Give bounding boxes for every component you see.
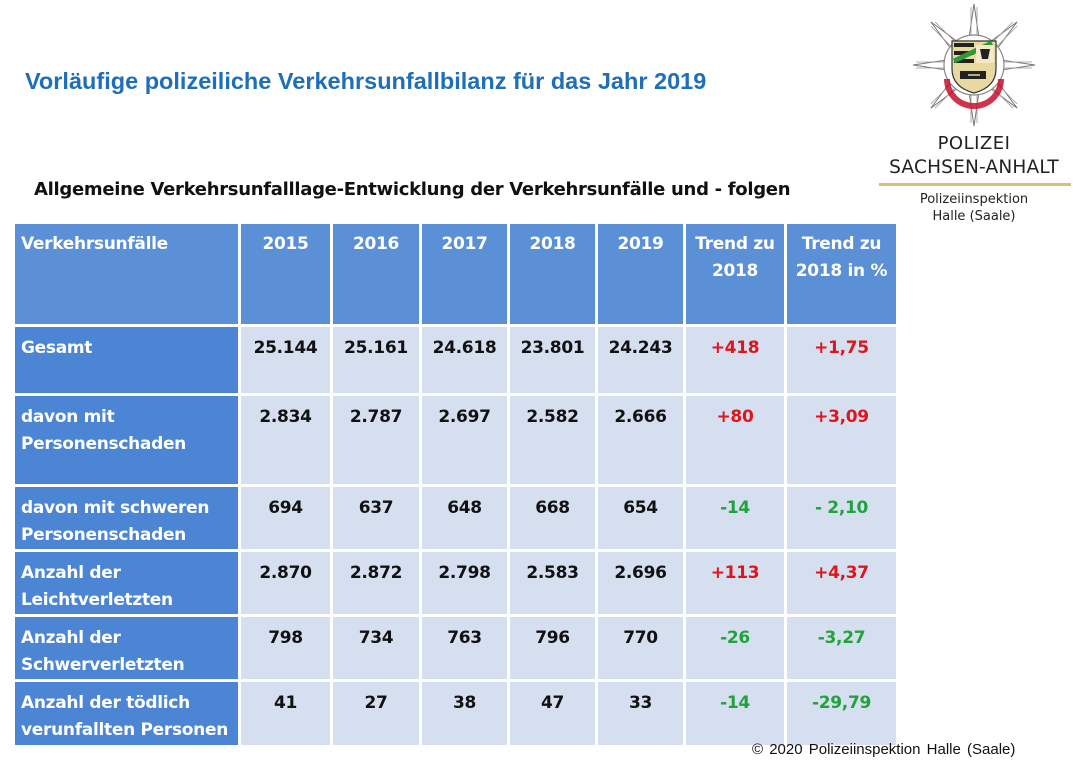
statistics-table: Verkehrsunfälle 2015 2016 2017 2018 2019… (12, 221, 899, 748)
cell-2017: 2.697 (419, 393, 510, 487)
cell-trend: -14 (683, 484, 787, 552)
copyright-footer: © 2020 Polizeiinspektion Halle (Saale) (752, 741, 1016, 758)
cell-trend-pct: -29,79 (784, 679, 899, 748)
row-label: davon mit schweren Personenschaden (12, 484, 241, 552)
cell-2017: 648 (419, 484, 510, 552)
police-star-badge-icon (912, 3, 1036, 127)
cell-2015: 798 (238, 614, 333, 682)
cell-2015: 694 (238, 484, 333, 552)
cell-2016: 734 (330, 614, 422, 682)
police-logo: POLIZEI SACHSEN-ANHALT Polizeiinspektion… (875, 0, 1073, 232)
row-label: davon mit Personenschaden (12, 393, 241, 487)
cell-trend-pct: +4,37 (784, 549, 899, 617)
header-cell-2015: 2015 (238, 221, 333, 327)
logo-line-polizei: POLIZEI (937, 133, 1011, 154)
table-row: Anzahl der Schwerverletzten 798 734 763 … (12, 614, 899, 682)
cell-2019: 2.696 (595, 549, 686, 617)
table-header-row: Verkehrsunfälle 2015 2016 2017 2018 2019… (12, 221, 899, 327)
cell-2018: 2.583 (507, 549, 598, 617)
cell-trend-pct: +3,09 (784, 393, 899, 487)
cell-trend: +418 (683, 324, 787, 396)
table-row: davon mit schweren Personenschaden 694 6… (12, 484, 899, 552)
header-cell-2018: 2018 (507, 221, 598, 327)
header-cell-2016: 2016 (330, 221, 422, 327)
header-cell-2017: 2017 (419, 221, 510, 327)
cell-trend-pct: +1,75 (784, 324, 899, 396)
cell-2018: 668 (507, 484, 598, 552)
logo-line-state: SACHSEN-ANHALT (889, 157, 1059, 178)
cell-2018: 47 (507, 679, 598, 748)
row-label: Anzahl der Schwerverletzten (12, 614, 241, 682)
cell-2017: 763 (419, 614, 510, 682)
cell-2019: 2.666 (595, 393, 686, 487)
row-label: Anzahl der Leichtverletzten (12, 549, 241, 617)
cell-2015: 2.870 (238, 549, 333, 617)
cell-2018: 2.582 (507, 393, 598, 487)
cell-2016: 637 (330, 484, 422, 552)
table-row: Gesamt 25.144 25.161 24.618 23.801 24.24… (12, 324, 899, 396)
cell-2016: 25.161 (330, 324, 422, 396)
row-label: Gesamt (12, 324, 241, 396)
cell-2016: 2.787 (330, 393, 422, 487)
cell-2016: 27 (330, 679, 422, 748)
row-label: Anzahl der tödlich verunfallten Personen (12, 679, 241, 748)
cell-2019: 33 (595, 679, 686, 748)
cell-2018: 23.801 (507, 324, 598, 396)
cell-2017: 38 (419, 679, 510, 748)
cell-trend: +113 (683, 549, 787, 617)
cell-2017: 24.618 (419, 324, 510, 396)
logo-divider (879, 183, 1071, 186)
logo-line-city: Halle (Saale) (932, 209, 1016, 224)
cell-2016: 2.872 (330, 549, 422, 617)
cell-2015: 25.144 (238, 324, 333, 396)
cell-2019: 654 (595, 484, 686, 552)
cell-trend-pct: - 2,10 (784, 484, 899, 552)
table-row: davon mit Personenschaden 2.834 2.787 2.… (12, 393, 899, 487)
page-title: Vorläufige polizeiliche Verkehrsunfallbi… (25, 68, 707, 94)
table-row: Anzahl der tödlich verunfallten Personen… (12, 679, 899, 748)
cell-trend-pct: -3,27 (784, 614, 899, 682)
cell-2017: 2.798 (419, 549, 510, 617)
cell-2015: 41 (238, 679, 333, 748)
cell-trend: -14 (683, 679, 787, 748)
logo-line-inspektion: Polizeiinspektion (919, 192, 1029, 207)
cell-2019: 770 (595, 614, 686, 682)
cell-trend: -26 (683, 614, 787, 682)
table-subtitle: Allgemeine Verkehrsunfalllage-Entwicklun… (34, 179, 791, 200)
cell-2015: 2.834 (238, 393, 333, 487)
cell-2019: 24.243 (595, 324, 686, 396)
cell-2018: 796 (507, 614, 598, 682)
header-cell-category: Verkehrsunfälle (12, 221, 241, 327)
cell-trend: +80 (683, 393, 787, 487)
table-row: Anzahl der Leichtverletzten 2.870 2.872 … (12, 549, 899, 617)
header-cell-trend-pct: Trend zu 2018 in % (784, 221, 899, 327)
header-cell-trend: Trend zu 2018 (683, 221, 787, 327)
header-cell-2019: 2019 (595, 221, 686, 327)
